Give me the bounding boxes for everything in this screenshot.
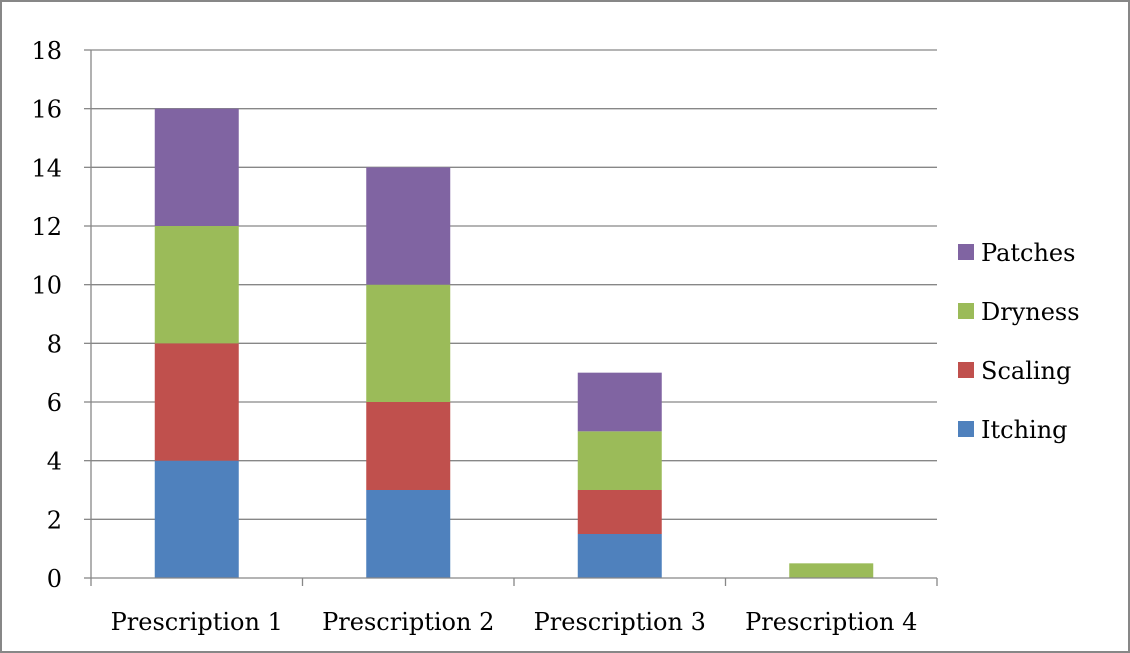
y-tick-label: 16	[31, 96, 62, 124]
bar-segment-dryness-2	[366, 284, 451, 402]
x-tick-label: Prescription 4	[745, 608, 917, 636]
legend-swatch-itching	[958, 421, 974, 437]
bar-segment-itching-3	[577, 534, 662, 578]
bar-segment-itching-1	[154, 460, 239, 578]
bar-segment-itching-2	[366, 490, 451, 578]
axes	[84, 49, 938, 586]
legend-label-itching: Itching	[981, 416, 1068, 444]
bar-segment-dryness-1	[154, 226, 239, 344]
x-tick-label: Prescription 2	[322, 608, 494, 636]
bar-segment-scaling-1	[154, 343, 239, 461]
bar-segment-dryness-4	[789, 563, 874, 578]
legend-label-dryness: Dryness	[981, 298, 1080, 326]
legend-label-patches: Patches	[981, 239, 1075, 267]
bar-segment-patches-2	[366, 167, 451, 285]
x-tick-label: Prescription 3	[534, 608, 706, 636]
y-tick-label: 10	[31, 272, 62, 300]
legend-swatch-scaling	[958, 362, 974, 378]
y-tick-labels: 0 2 4 6 8 10 12 14 16 18	[31, 37, 62, 593]
y-tick-label: 0	[47, 565, 62, 593]
bars	[154, 108, 874, 578]
legend: Patches Dryness Scaling Itching	[958, 239, 1080, 444]
y-tick-label: 18	[31, 37, 62, 65]
y-tick-label: 4	[47, 448, 62, 476]
bar-segment-patches-3	[577, 372, 662, 432]
legend-label-scaling: Scaling	[981, 357, 1071, 385]
x-tick-label: Prescription 1	[111, 608, 283, 636]
y-tick-label: 2	[47, 506, 62, 534]
bar-segment-scaling-2	[366, 402, 451, 490]
legend-swatch-dryness	[958, 303, 974, 319]
bar-segment-patches-1	[154, 108, 239, 226]
legend-swatch-patches	[958, 244, 974, 260]
y-tick-label: 12	[31, 213, 62, 241]
bar-segment-dryness-3	[577, 431, 662, 490]
x-tick-labels: Prescription 1 Prescription 2 Prescription…	[111, 608, 918, 636]
y-tick-label: 6	[47, 389, 62, 417]
y-tick-label: 14	[31, 154, 62, 182]
bar-segment-scaling-3	[577, 490, 662, 534]
y-tick-label: 8	[47, 330, 62, 358]
